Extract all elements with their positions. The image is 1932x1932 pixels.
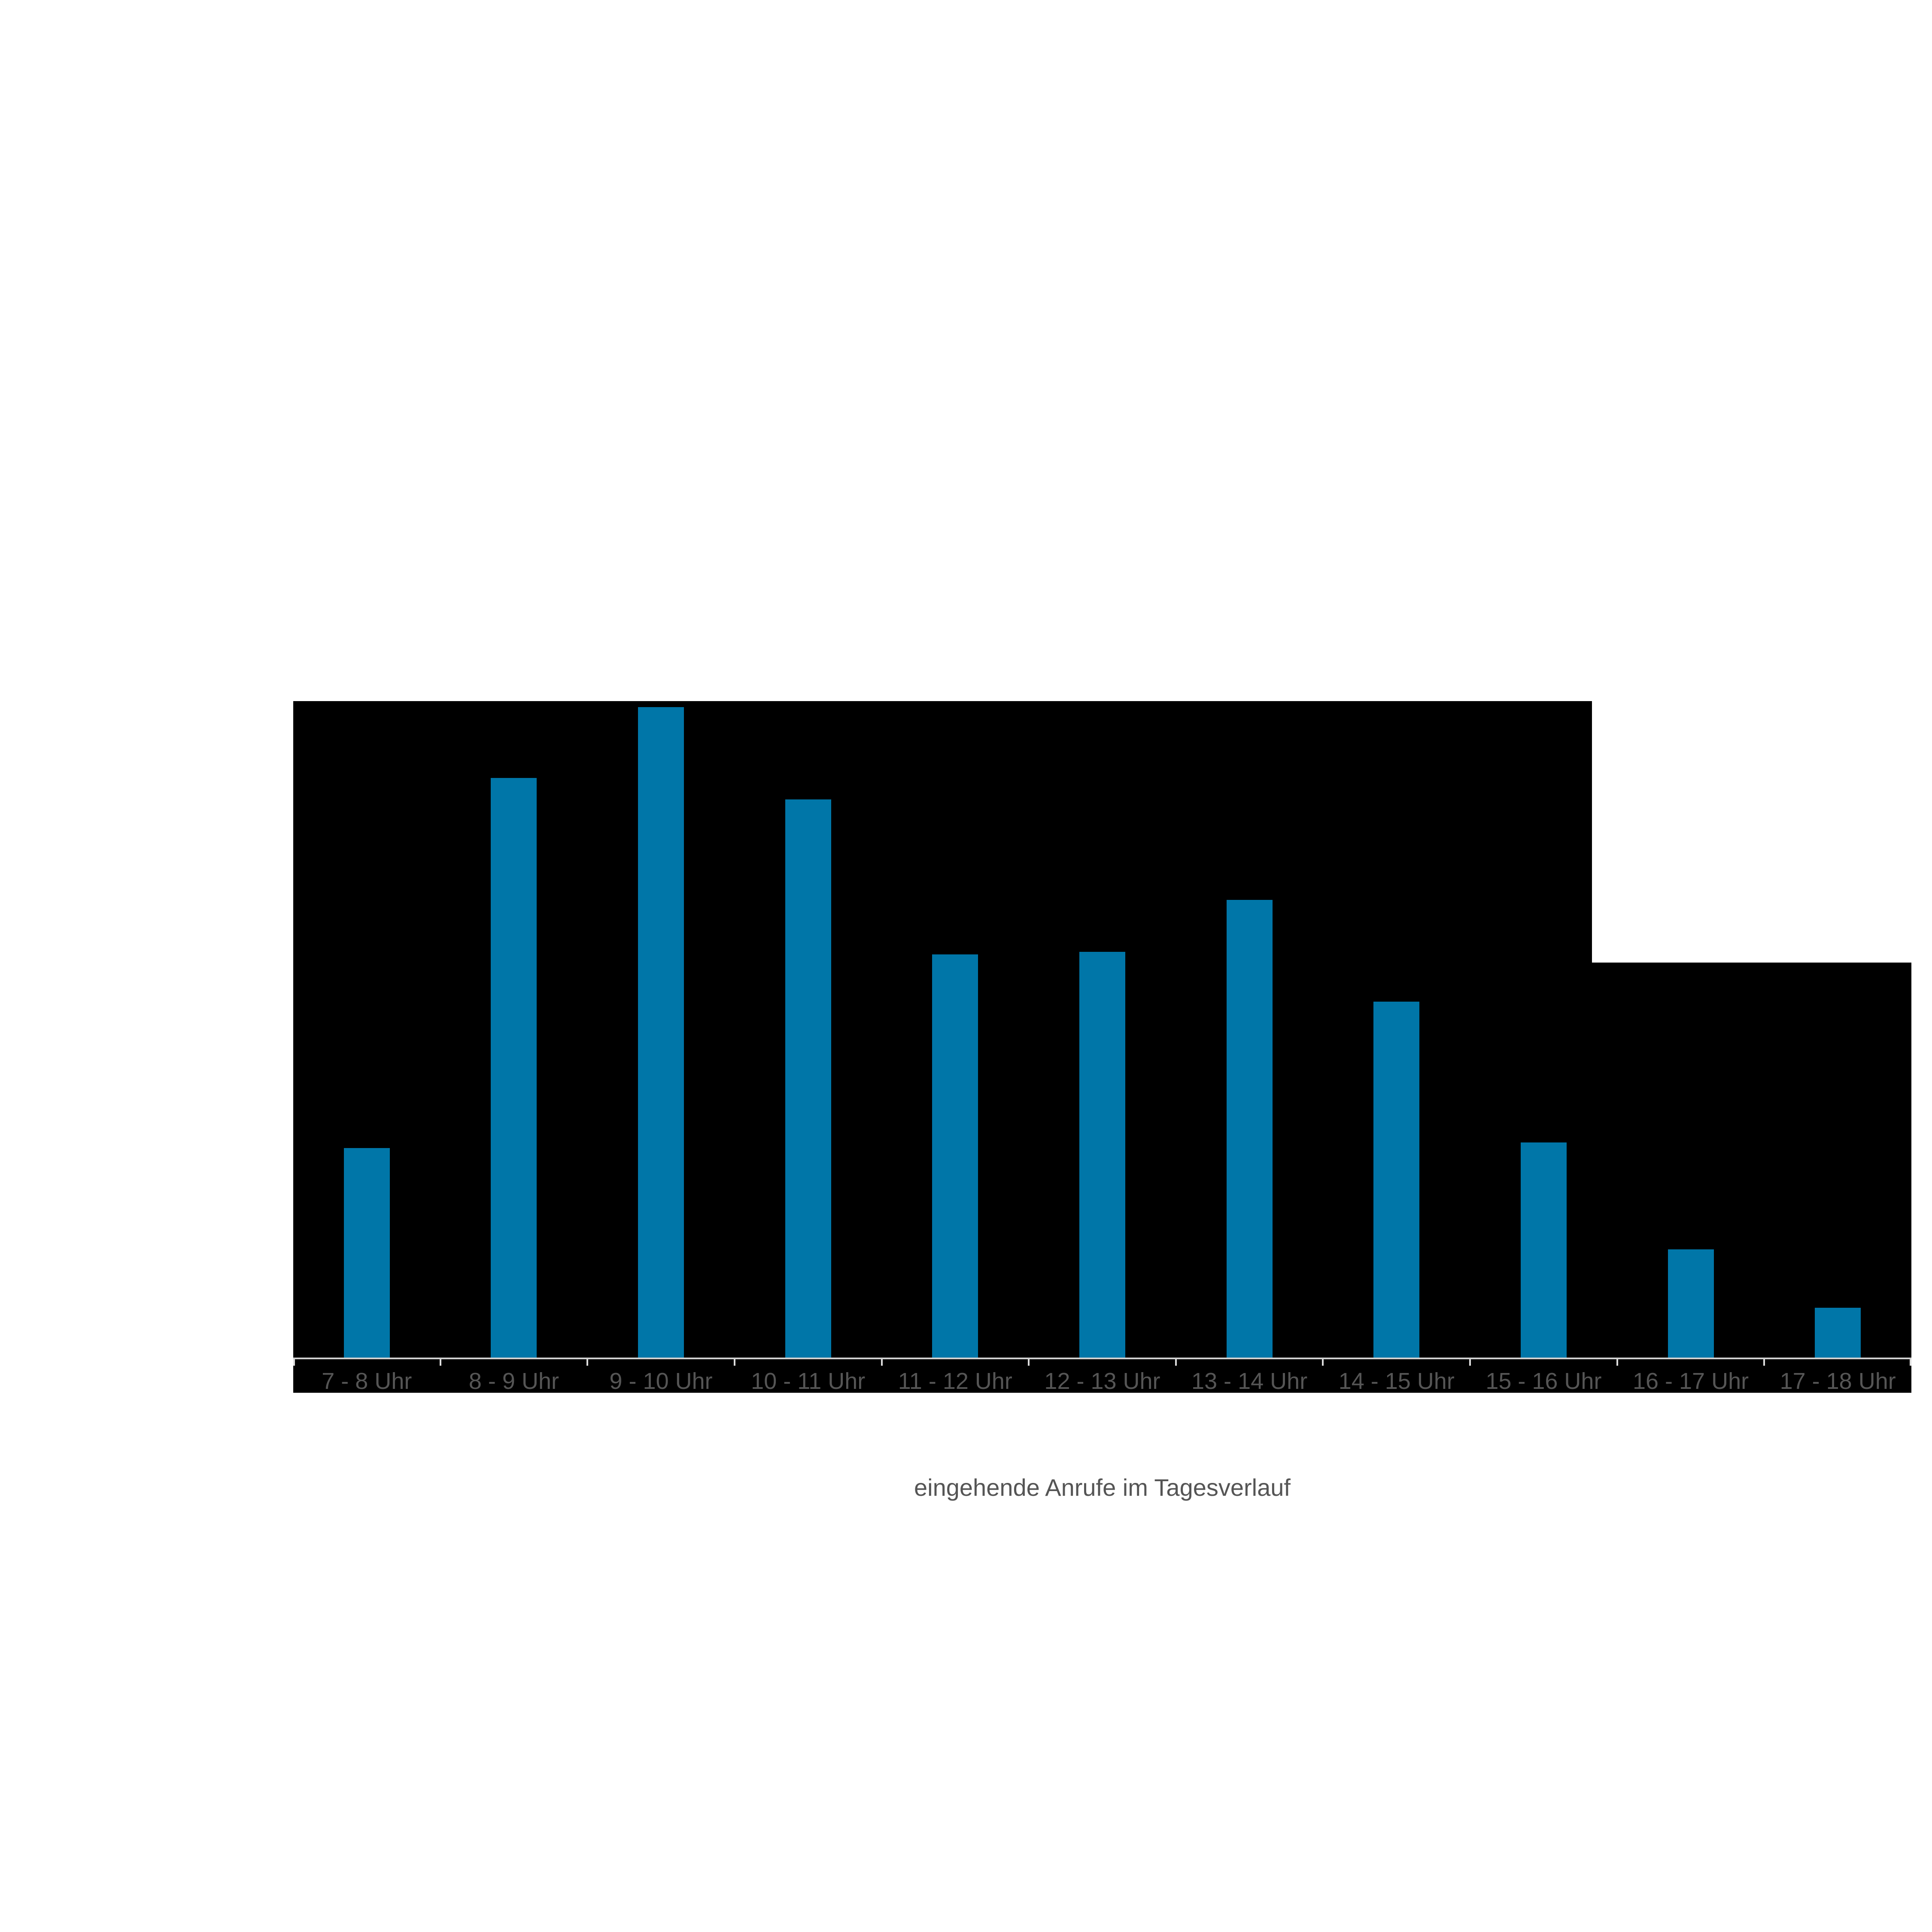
x-axis-tick bbox=[733, 1359, 735, 1366]
bar-11-12-uhr bbox=[932, 954, 978, 1358]
x-axis-label-8-9-uhr: 8 - 9 Uhr bbox=[468, 1368, 559, 1394]
x-axis-label-16-17-uhr: 16 - 17 Uhr bbox=[1632, 1368, 1749, 1394]
x-axis-label-10-11-uhr: 10 - 11 Uhr bbox=[751, 1368, 866, 1394]
plot-background-right bbox=[1592, 963, 1911, 1358]
x-axis-tick bbox=[1175, 1359, 1177, 1366]
x-axis-tick bbox=[586, 1359, 589, 1366]
bar-17-18-uhr bbox=[1815, 1307, 1861, 1358]
bar-12-13-uhr bbox=[1079, 952, 1125, 1358]
bar-14-15-uhr bbox=[1373, 1002, 1420, 1358]
bar-15-16-uhr bbox=[1520, 1142, 1567, 1358]
x-axis-label-15-16-uhr: 15 - 16 Uhr bbox=[1485, 1368, 1602, 1394]
x-axis-tick bbox=[1616, 1359, 1618, 1366]
x-axis-label-13-14-uhr: 13 - 14 Uhr bbox=[1191, 1368, 1308, 1394]
bar-9-10-uhr bbox=[638, 707, 684, 1358]
x-axis-line bbox=[293, 1358, 1911, 1359]
plot-area: 7 - 8 Uhr 8 - 9 Uhr 9 - 10 Uhr 10 - 11 Uhr 1… bbox=[293, 701, 1911, 1394]
x-axis-label-17-18-uhr: 17 - 18 Uhr bbox=[1780, 1368, 1896, 1394]
x-axis-tick bbox=[1322, 1359, 1324, 1366]
x-axis-label-7-8-uhr: 7 - 8 Uhr bbox=[322, 1368, 412, 1394]
x-axis-tick bbox=[439, 1359, 441, 1366]
x-axis-tick bbox=[1763, 1359, 1765, 1366]
bar-10-11-uhr bbox=[785, 799, 831, 1358]
bar-16-17-uhr bbox=[1668, 1249, 1714, 1358]
x-axis-label-14-15-uhr: 14 - 15 Uhr bbox=[1338, 1368, 1455, 1394]
x-axis-label-band bbox=[293, 1359, 1911, 1393]
bar-13-14-uhr bbox=[1226, 900, 1273, 1358]
x-axis-tick bbox=[881, 1359, 883, 1366]
x-axis-tick bbox=[293, 1359, 295, 1366]
x-axis-label-12-13-uhr: 12 - 13 Uhr bbox=[1044, 1368, 1160, 1394]
x-axis-tick bbox=[1469, 1359, 1471, 1366]
chart-title: eingehende Anrufe im Tagesverlauf bbox=[914, 1474, 1291, 1501]
x-axis-tick bbox=[1028, 1359, 1030, 1366]
x-axis-label-11-12-uhr: 11 - 12 Uhr bbox=[898, 1368, 1012, 1394]
bar-8-9-uhr bbox=[491, 778, 537, 1358]
bar-7-8-uhr bbox=[343, 1148, 390, 1358]
x-axis-label-9-10-uhr: 9 - 10 Uhr bbox=[609, 1368, 713, 1394]
x-axis-tick bbox=[1910, 1359, 1911, 1366]
